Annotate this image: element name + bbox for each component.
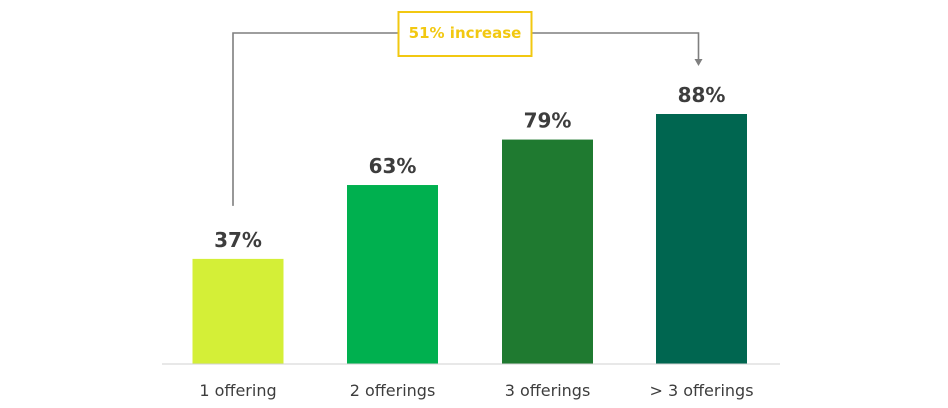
data-label-1: 37% bbox=[214, 228, 262, 252]
increase-annotation: 51% increase bbox=[232, 11, 703, 206]
annotation-box bbox=[397, 11, 533, 57]
x-tick-label-3: 3 offerings bbox=[505, 381, 591, 400]
bars-group bbox=[192, 114, 747, 364]
labels-group: 37% 1 offering 63% 2 offerings 79% 3 offering… bbox=[199, 83, 753, 400]
annotation-bracket-line bbox=[232, 32, 700, 206]
x-tick-label-4: > 3 offerings bbox=[649, 381, 753, 400]
data-label-2: 63% bbox=[369, 154, 417, 178]
annotation-text: 51% increase bbox=[409, 24, 522, 42]
x-tick-label-2: 2 offerings bbox=[350, 381, 436, 400]
data-label-3: 79% bbox=[524, 109, 572, 133]
bar-3 bbox=[502, 139, 593, 364]
bar-4 bbox=[656, 114, 747, 364]
annotation-arrowhead bbox=[694, 59, 703, 66]
bar-2 bbox=[347, 185, 438, 364]
bar-1 bbox=[192, 258, 284, 364]
x-tick-label-1: 1 offering bbox=[199, 381, 276, 400]
data-label-4: 88% bbox=[678, 83, 726, 107]
